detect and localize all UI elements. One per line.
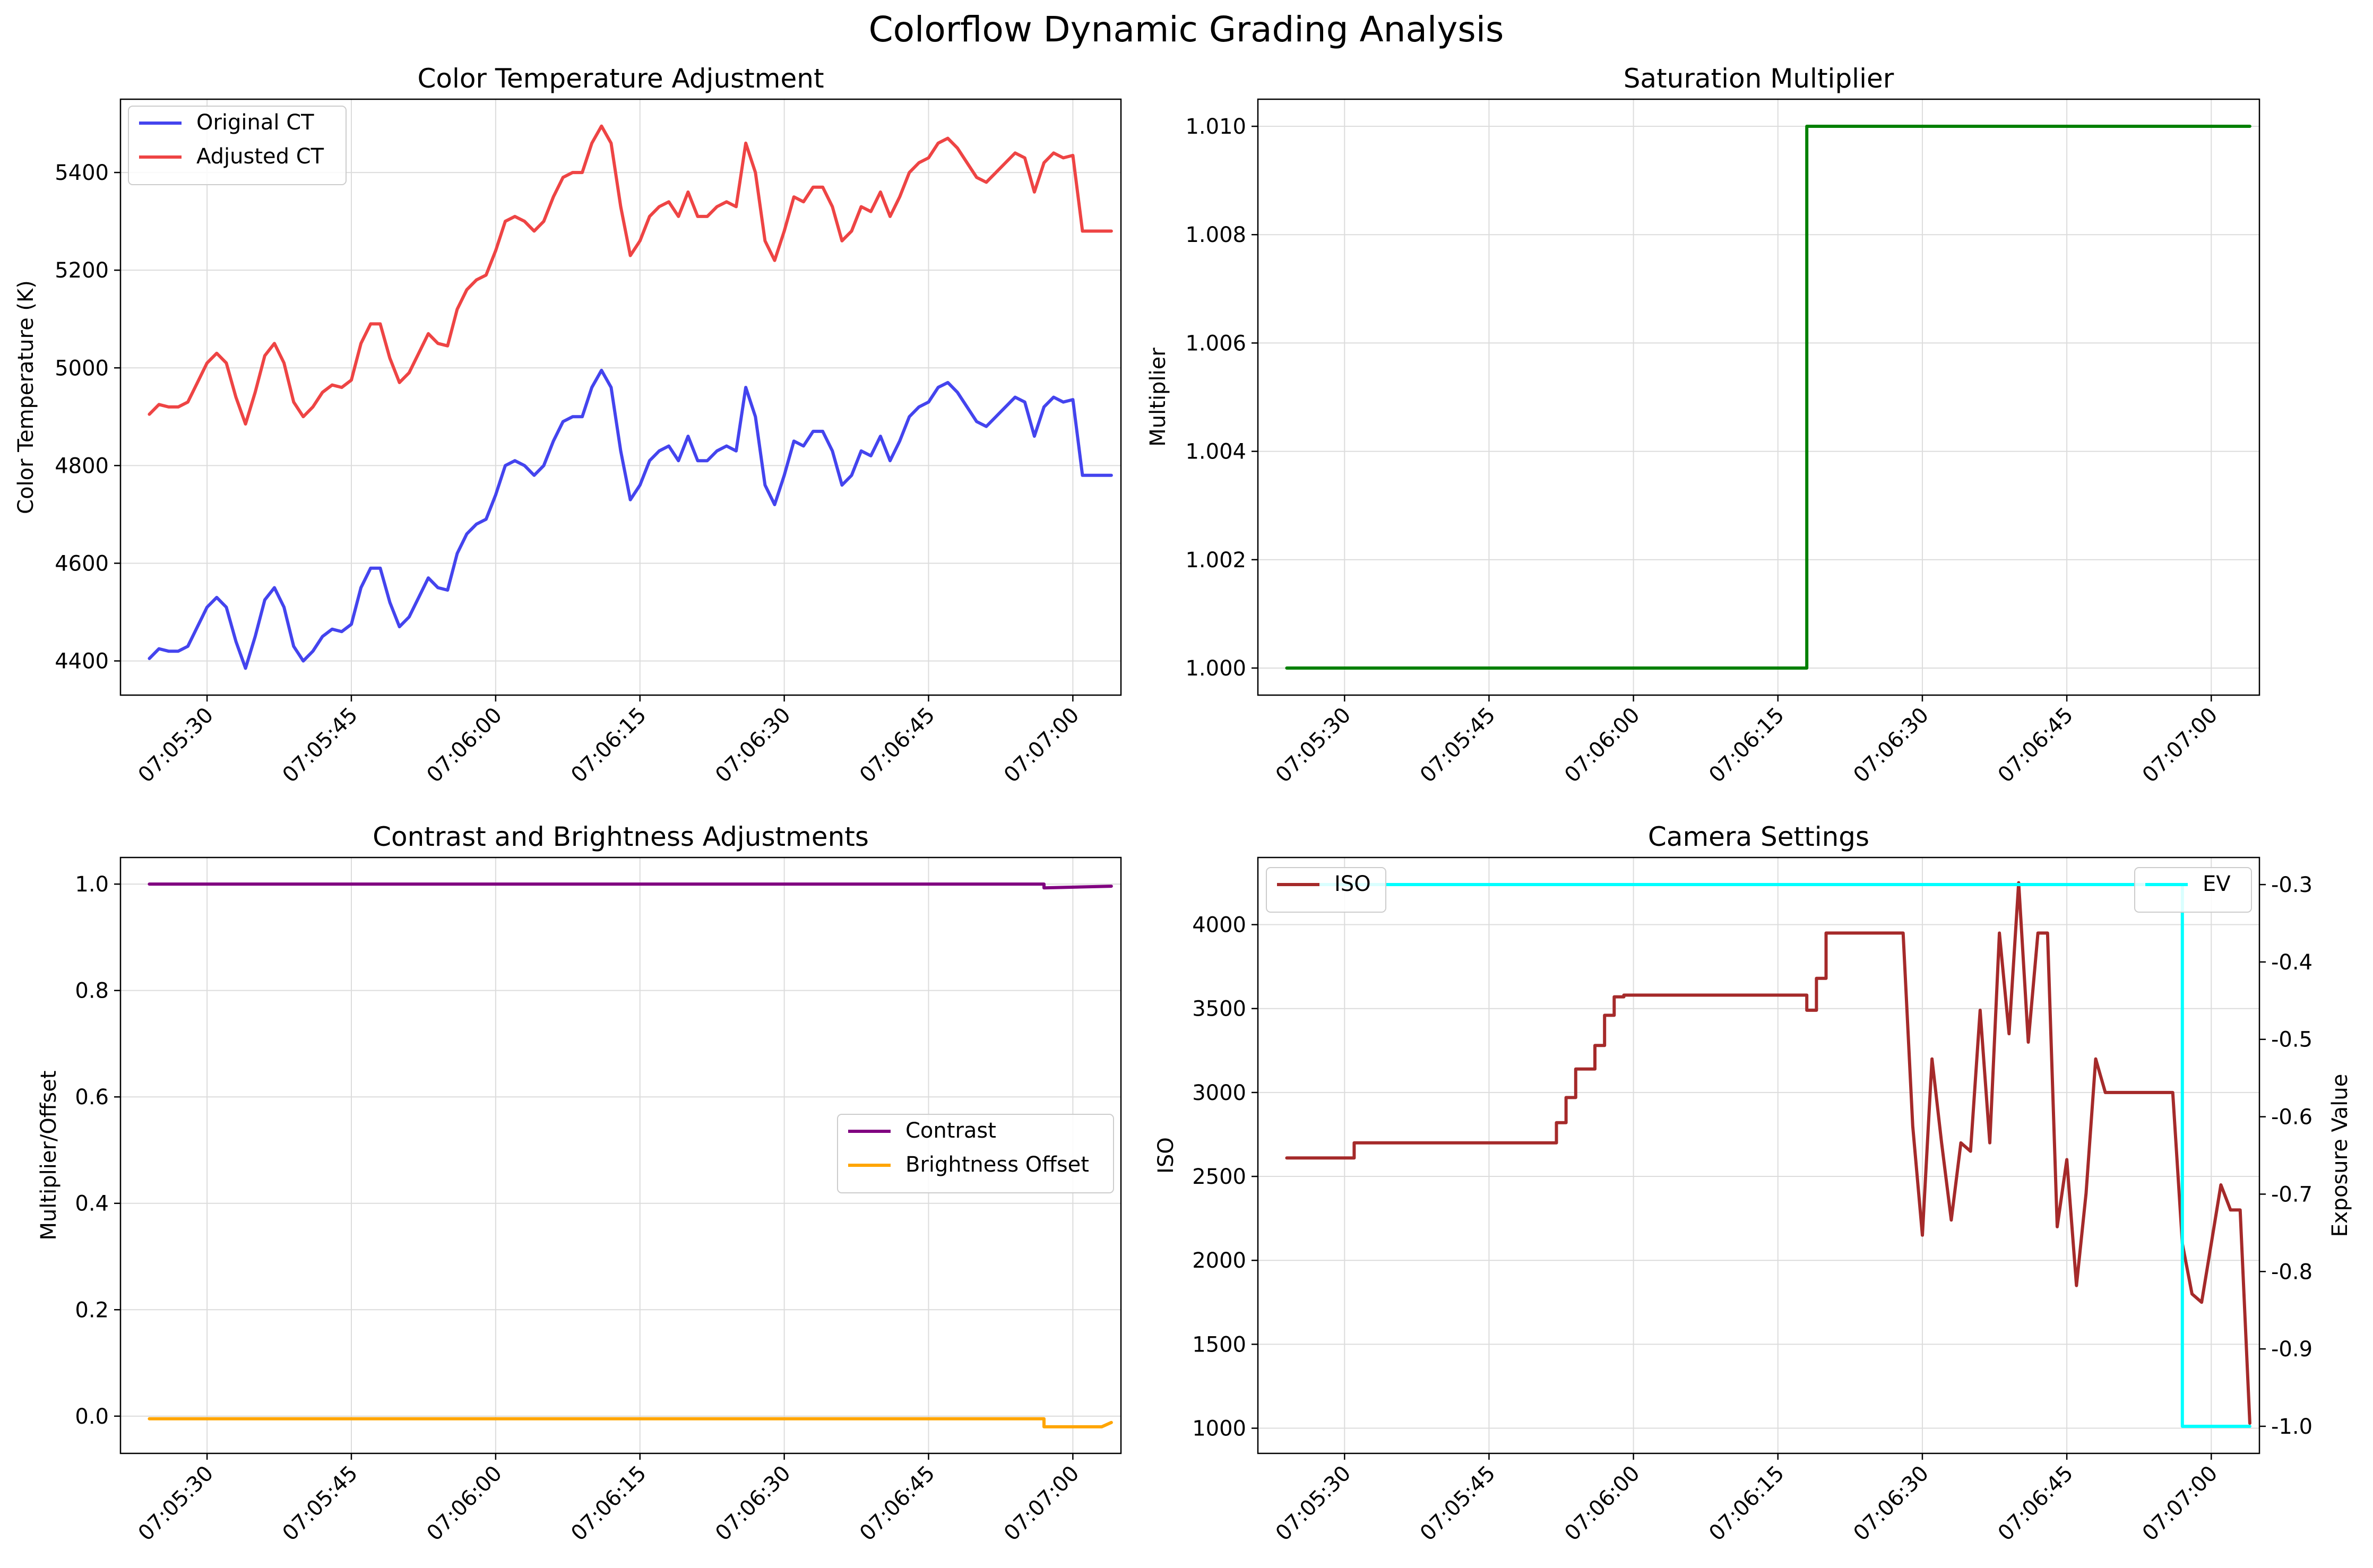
legend: ISO <box>1266 867 1386 913</box>
y-tick-label: 0.4 <box>75 1192 109 1216</box>
chart-panel-2: 07:05:30 07:05:45 07:06:00 07:06:15 07:06:30… <box>1146 63 2260 788</box>
x-tick-label: 07:06:45 <box>855 703 940 788</box>
legend-label: Brightness Offset <box>905 1153 1089 1177</box>
y-tick-label: 0.2 <box>75 1298 109 1322</box>
y-right-tick-label: -0.6 <box>2271 1105 2312 1130</box>
y-tick-label: 5000 <box>55 356 109 380</box>
x-tick-label: 07:05:30 <box>1271 703 1356 788</box>
y-tick-label: 0.6 <box>75 1085 109 1110</box>
y-axis-label: Multiplier <box>1146 348 1170 447</box>
y-tick-label: 4800 <box>55 454 109 478</box>
x-tick-label: 07:07:00 <box>2138 703 2223 788</box>
legend-label: Contrast <box>905 1119 996 1143</box>
panel-title: Saturation Multiplier <box>1624 63 1894 94</box>
y-tick-label: 4600 <box>55 551 109 576</box>
y-right-tick-label: -0.9 <box>2271 1337 2312 1362</box>
y-axis-label: Color Temperature (K) <box>14 280 38 514</box>
x-tick-label: 07:05:45 <box>278 1461 363 1546</box>
y-right-tick-label: -0.7 <box>2271 1182 2312 1207</box>
series-line-ev <box>1285 883 2251 1428</box>
x-tick-label: 07:06:30 <box>711 703 796 788</box>
x-tick-label: 07:05:45 <box>1416 1461 1500 1546</box>
y-right-tick-label: -0.8 <box>2271 1260 2312 1284</box>
x-tick-label: 07:06:45 <box>1994 1461 2078 1546</box>
series-line-1 <box>1285 125 2251 670</box>
plot-frame <box>1257 856 2260 1454</box>
legend-label: EV <box>2203 872 2231 896</box>
y-axis-label-right: Exposure Value <box>2328 1074 2352 1237</box>
y-tick-label: 4400 <box>55 649 109 674</box>
legend: Contrast Brightness Offset <box>837 1114 1114 1193</box>
y-axis-label: ISO <box>1154 1137 1178 1174</box>
y-tick-label: 1.010 <box>1185 115 1246 139</box>
legend-label: Original CT <box>196 110 314 135</box>
legend-label: Adjusted CT <box>196 144 324 169</box>
panel-title: Color Temperature Adjustment <box>417 63 824 94</box>
series-line-adjusted-ct <box>148 124 1113 426</box>
y-tick-label: 2000 <box>1192 1249 1246 1273</box>
y-right-tick-label: -0.4 <box>2271 950 2312 975</box>
y-axis-label: Multiplier/Offset <box>37 1070 61 1240</box>
x-tick-label: 07:06:00 <box>422 1461 507 1546</box>
legend: EV <box>2134 867 2252 913</box>
y-right-tick-label: -0.5 <box>2271 1028 2312 1052</box>
plot-frame <box>119 98 1122 696</box>
legend: Original CT Adjusted CT <box>128 106 347 185</box>
x-tick-label: 07:06:00 <box>422 703 507 788</box>
x-tick-label: 07:06:45 <box>855 1461 940 1546</box>
y-tick-label: 2500 <box>1192 1165 1246 1189</box>
x-tick-label: 07:05:45 <box>1416 703 1500 788</box>
series-line-contrast <box>148 882 1113 890</box>
y-tick-label: 0.0 <box>75 1405 109 1429</box>
y-tick-label: 1.002 <box>1185 548 1246 573</box>
x-tick-label: 07:06:30 <box>1849 1461 1934 1546</box>
series-line-original-ct <box>148 368 1113 670</box>
plot-frame <box>1257 98 2260 696</box>
x-tick-label: 07:07:00 <box>999 1461 1084 1546</box>
legend-box <box>128 106 347 185</box>
y-right-tick-label: -0.3 <box>2271 873 2312 897</box>
x-tick-label: 07:06:45 <box>1994 703 2078 788</box>
x-tick-label: 07:06:30 <box>711 1461 796 1546</box>
y-tick-label: 5400 <box>55 161 109 185</box>
x-tick-label: 07:07:00 <box>999 703 1084 788</box>
x-tick-label: 07:06:15 <box>566 1461 651 1546</box>
x-tick-label: 07:05:30 <box>134 703 219 788</box>
x-tick-label: 07:06:15 <box>566 703 651 788</box>
x-tick-label: 07:06:30 <box>1849 703 1934 788</box>
x-tick-label: 07:06:15 <box>1704 703 1789 788</box>
y-tick-label: 1500 <box>1192 1332 1246 1357</box>
y-tick-label: 5200 <box>55 258 109 283</box>
y-tick-label: 1.004 <box>1185 440 1246 464</box>
y-tick-label: 1000 <box>1192 1417 1246 1441</box>
x-tick-label: 07:05:30 <box>1271 1461 1356 1546</box>
legend-box <box>2134 867 2252 913</box>
legend-label: ISO <box>1334 872 1371 896</box>
legend-box <box>837 1114 1114 1193</box>
x-tick-label: 07:06:00 <box>1560 703 1645 788</box>
series-line-brightness-offset <box>148 1417 1113 1428</box>
x-tick-label: 07:07:00 <box>2138 1461 2223 1546</box>
y-tick-label: 1.006 <box>1185 331 1246 356</box>
x-tick-label: 07:06:15 <box>1704 1461 1789 1546</box>
x-tick-label: 07:05:45 <box>278 703 363 788</box>
y-tick-label: 1.0 <box>75 872 109 897</box>
y-tick-label: 4000 <box>1192 913 1246 938</box>
y-tick-label: 3500 <box>1192 997 1246 1021</box>
plot-frame <box>119 856 1122 1454</box>
chart-panel-4: 07:05:30 07:05:45 07:06:00 07:06:15 07:06:30… <box>1154 821 2352 1546</box>
x-tick-label: 07:05:30 <box>134 1461 219 1546</box>
y-right-tick-label: -1.0 <box>2271 1415 2312 1439</box>
x-tick-label: 07:06:00 <box>1560 1461 1645 1546</box>
y-tick-label: 1.000 <box>1185 656 1246 681</box>
y-tick-label: 3000 <box>1192 1081 1246 1105</box>
figure-title: Colorflow Dynamic Grading Analysis <box>869 9 1504 50</box>
series-line-iso <box>1285 881 2251 1425</box>
y-tick-label: 1.008 <box>1185 223 1246 247</box>
legend-box <box>1266 867 1386 913</box>
panel-title: Contrast and Brightness Adjustments <box>373 821 869 852</box>
panel-title: Camera Settings <box>1648 821 1869 852</box>
y-tick-label: 0.8 <box>75 979 109 1003</box>
